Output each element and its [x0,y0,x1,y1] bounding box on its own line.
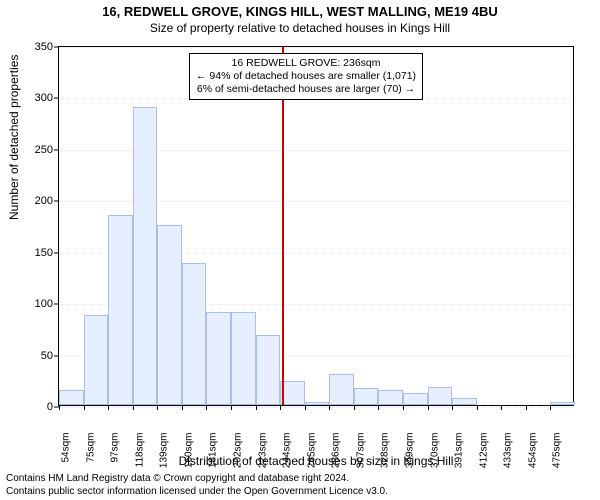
annotation-line3: 6% of semi-detached houses are larger (7… [196,83,416,96]
x-tick-mark [550,405,551,410]
histogram-bar [256,335,281,405]
histogram-bar [206,312,231,405]
y-tick-mark [54,252,59,253]
histogram-bar [452,398,477,405]
y-tick-mark [54,98,59,99]
marker-line [282,47,284,405]
histogram-bar [84,315,109,406]
y-axis-label: Number of detached properties [7,55,21,220]
x-tick-mark [182,405,183,410]
histogram-bar [403,393,428,405]
annotation-line2: ← 94% of detached houses are smaller (1,… [196,70,416,83]
annotation-line1: 16 REDWELL GROVE: 236sqm [196,57,416,70]
footer-attribution: Contains HM Land Registry data © Crown c… [6,473,388,498]
histogram-bar [428,387,453,406]
x-tick-mark [280,405,281,410]
plot-wrapper: 05010015020025030035054sqm75sqm97sqm118s… [58,46,574,406]
x-tick-mark [231,405,232,410]
plot-area: 05010015020025030035054sqm75sqm97sqm118s… [58,46,574,406]
footer-line1: Contains HM Land Registry data © Crown c… [6,473,388,486]
annotation-box: 16 REDWELL GROVE: 236sqm ← 94% of detach… [189,53,423,100]
chart-title-line1: 16, REDWELL GROVE, KINGS HILL, WEST MALL… [0,4,600,19]
x-tick-mark [354,405,355,410]
x-tick-mark [428,405,429,410]
y-tick-mark [54,47,59,48]
x-tick-mark [378,405,379,410]
histogram-bar [280,381,305,405]
histogram-bar [329,374,354,405]
x-tick-mark [452,405,453,410]
histogram-bar [378,390,403,405]
histogram-bar [133,107,158,405]
x-tick-mark [157,405,158,410]
x-tick-mark [108,405,109,410]
x-tick-mark [59,405,60,410]
x-tick-mark [206,405,207,410]
x-tick-mark [329,405,330,410]
y-tick-mark [54,355,59,356]
gridline-h [59,407,573,408]
x-tick-mark [403,405,404,410]
x-tick-mark [84,405,85,410]
histogram-bar [305,402,330,405]
y-tick-mark [54,304,59,305]
histogram-bar [354,388,379,405]
x-tick-mark [256,405,257,410]
chart-title-line2: Size of property relative to detached ho… [0,21,600,35]
histogram-bar [157,225,182,405]
histogram-bar [59,390,84,405]
x-tick-mark [501,405,502,410]
histogram-bar [231,312,256,405]
x-tick-mark [526,405,527,410]
x-tick-mark [477,405,478,410]
x-tick-mark [305,405,306,410]
histogram-bar [108,215,133,405]
footer-line2: Contains public sector information licen… [6,486,388,499]
x-tick-mark [133,405,134,410]
gridline-h [59,47,573,48]
y-tick-mark [54,201,59,202]
x-axis-label: Distribution of detached houses by size … [58,454,574,468]
y-tick-mark [54,149,59,150]
histogram-bar [550,402,575,405]
chart-title-block: 16, REDWELL GROVE, KINGS HILL, WEST MALL… [0,0,600,35]
histogram-bar [182,263,207,405]
